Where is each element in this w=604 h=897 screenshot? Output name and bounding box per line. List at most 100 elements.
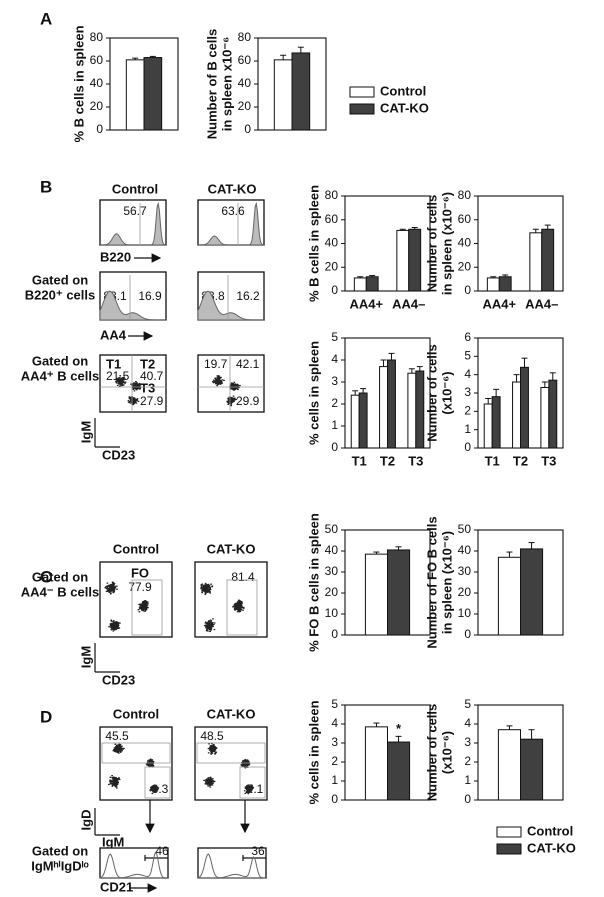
- y-tick-label: 0: [331, 440, 338, 454]
- gate-value: 16.9: [138, 289, 162, 303]
- y-tick-label: 5: [464, 697, 471, 711]
- column-header: CAT-KO: [207, 541, 256, 556]
- axis-label: AA4: [100, 327, 127, 342]
- dot-plot-box: [194, 726, 268, 801]
- axis-label: IgM: [78, 421, 93, 443]
- y-tick-label: 40: [458, 543, 472, 557]
- legend-label: Control: [380, 83, 426, 98]
- x-tick-label: T3: [541, 453, 556, 468]
- y-tick-label: 60: [325, 212, 339, 226]
- flow-dots: [104, 581, 149, 632]
- y-tick-label: 40: [90, 76, 104, 90]
- histogram-curve: [198, 201, 265, 246]
- bar: [365, 276, 379, 292]
- y-tick-label: 4: [331, 352, 338, 366]
- flow-dots: [200, 582, 245, 633]
- gate-box: [226, 579, 258, 636]
- y-tick-label: 20: [325, 259, 339, 273]
- gate-label: Gated on: [32, 569, 88, 584]
- bar: [520, 366, 529, 449]
- gate-value: 27.9: [140, 394, 164, 408]
- gate-value: 48.5: [200, 729, 224, 743]
- y-tick-label: 1: [464, 773, 471, 787]
- legend-swatch: [496, 843, 522, 855]
- bar: [520, 738, 544, 801]
- x-tick-label: AA4–: [525, 296, 558, 311]
- y-tick-label: 2: [464, 404, 471, 418]
- y-tick-label: 2: [464, 754, 471, 768]
- axis-corner: [94, 808, 120, 836]
- y-tick-label: 20: [238, 99, 252, 113]
- legend-swatch: [349, 103, 375, 115]
- bar: [358, 392, 368, 449]
- y-axis-label: % B cells in spleen: [71, 25, 86, 142]
- y-axis-label: % cells in spleen: [306, 341, 321, 445]
- gate-value: 16.2: [236, 289, 260, 303]
- x-tick-label: T1: [352, 453, 367, 468]
- y-tick-label: 0: [331, 283, 338, 297]
- bar: [143, 57, 163, 131]
- histogram-curve: [100, 201, 167, 246]
- bar: [407, 372, 417, 449]
- y-tick-label: 20: [90, 99, 104, 113]
- y-tick-label: 60: [458, 212, 472, 226]
- annotation: *: [396, 721, 402, 736]
- y-axis-label: % cells in spleen: [306, 700, 321, 804]
- flow-dots: [107, 743, 160, 795]
- bar: [396, 229, 410, 292]
- bar: [540, 387, 550, 449]
- y-tick-label: 6: [464, 330, 471, 344]
- column-header: Control: [113, 706, 159, 721]
- bar: [483, 403, 493, 449]
- gate-value: 42.1: [236, 357, 260, 371]
- y-tick-label: 10: [458, 606, 472, 620]
- bar: [520, 548, 544, 636]
- bar: [529, 232, 543, 292]
- axis-label: IgD: [78, 810, 93, 831]
- y-tick-label: 5: [331, 330, 338, 344]
- column-header: CAT-KO: [207, 706, 256, 721]
- gate-value: 36: [251, 844, 265, 858]
- legend-label: CAT-KO: [380, 100, 429, 115]
- y-tick-label: 40: [325, 543, 339, 557]
- y-axis-label: (x10⁻⁶): [439, 731, 454, 774]
- histogram-curve: [99, 851, 168, 879]
- legend-label: CAT-KO: [527, 840, 576, 855]
- axis-label: CD21: [100, 879, 133, 894]
- y-axis-label: Number of cells: [424, 704, 439, 802]
- y-tick-label: 80: [325, 188, 339, 202]
- bar: [408, 228, 422, 292]
- y-tick-label: 20: [458, 585, 472, 599]
- y-tick-label: 30: [325, 564, 339, 578]
- gate-box: [144, 766, 171, 799]
- gate-value: 45.5: [105, 729, 129, 743]
- y-tick-label: 4: [464, 367, 471, 381]
- y-axis-label: Number of cells: [424, 344, 439, 442]
- y-tick-label: 50: [325, 522, 339, 536]
- y-tick-label: 30: [458, 564, 472, 578]
- y-tick-label: 80: [90, 30, 104, 44]
- y-tick-label: 0: [331, 627, 338, 641]
- gate-value: 77.9: [128, 580, 152, 594]
- x-tick-label: AA4+: [482, 296, 516, 311]
- gate-value: 29.9: [236, 394, 260, 408]
- gate-value: 46: [155, 844, 169, 858]
- bar: [273, 59, 293, 131]
- y-tick-label: 0: [331, 792, 338, 806]
- bar: [353, 277, 367, 292]
- y-tick-label: 4: [331, 716, 338, 730]
- gate-value: 56.7: [123, 204, 147, 218]
- bar: [364, 726, 388, 801]
- x-tick-label: T2: [380, 453, 395, 468]
- gate-value: 19.7: [204, 357, 228, 371]
- y-tick-label: 0: [96, 122, 103, 136]
- legend-label: Control: [527, 823, 573, 838]
- y-tick-label: 50: [458, 522, 472, 536]
- bar: [512, 381, 521, 449]
- bar: [498, 276, 512, 292]
- gate-value: 40.7: [140, 369, 164, 383]
- axis-label: IgM: [102, 834, 124, 849]
- bar: [364, 553, 388, 636]
- gate-label: AA4⁺ B cells: [21, 368, 99, 383]
- y-tick-label: 20: [325, 585, 339, 599]
